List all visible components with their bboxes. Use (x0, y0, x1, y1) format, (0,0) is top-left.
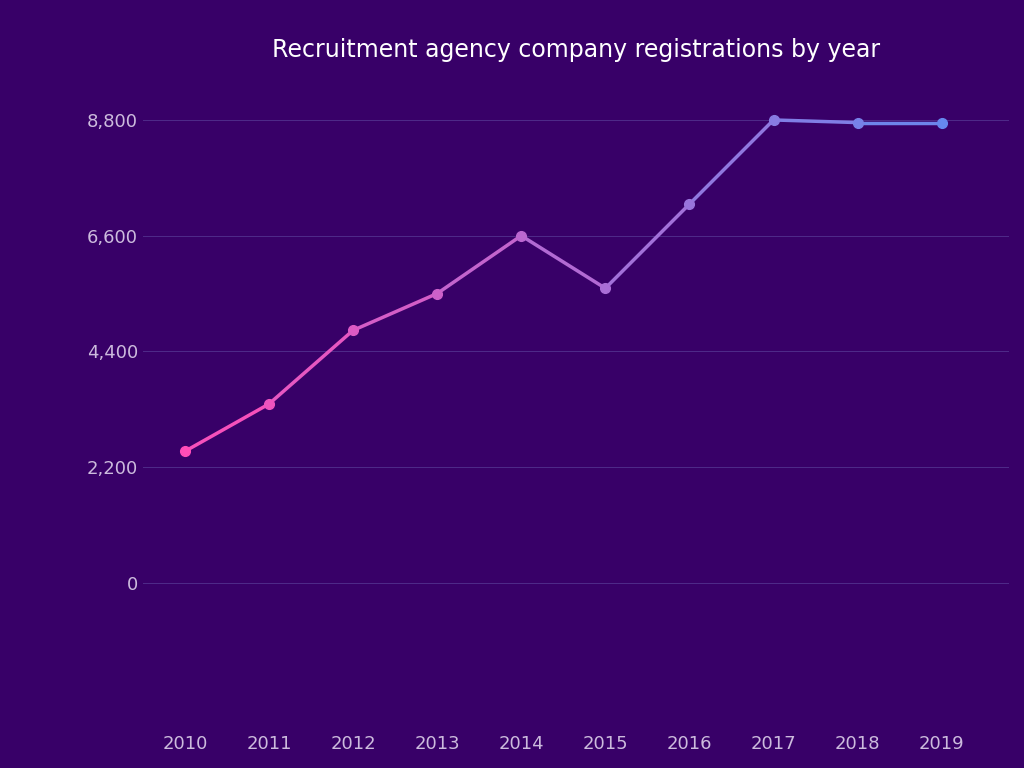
Title: Recruitment agency company registrations by year: Recruitment agency company registrations… (271, 38, 880, 62)
